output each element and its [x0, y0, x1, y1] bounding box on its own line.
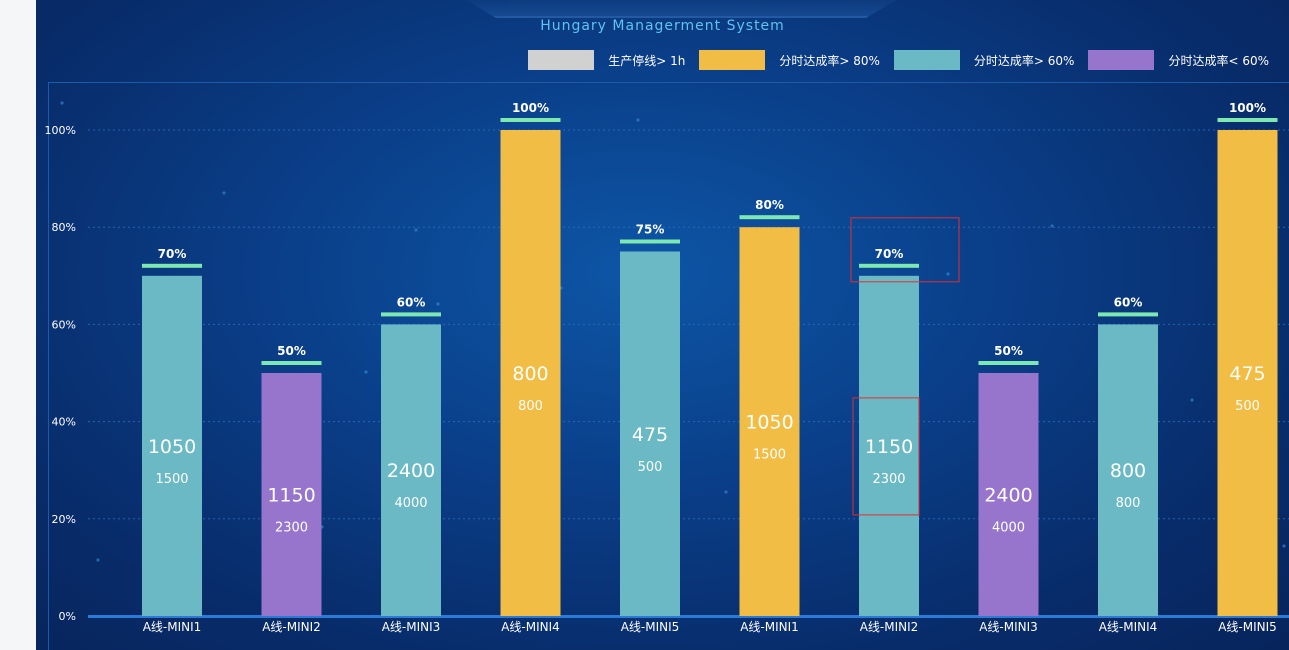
bar-3	[500, 130, 561, 616]
y-tick-label-20: 20%	[52, 513, 76, 526]
bar-target-label-1: 2300	[275, 521, 308, 536]
background-dot-14	[724, 490, 728, 494]
bar-actual-label-5: 1050	[745, 412, 793, 434]
background-dot-11	[1282, 544, 1286, 548]
bar-actual-label-6: 1150	[865, 436, 913, 458]
bar-7	[978, 373, 1039, 616]
y-tick-label-100: 100%	[45, 124, 76, 137]
bar-percent-label-8: 60%	[1114, 295, 1143, 309]
bar-percent-label-7: 50%	[994, 344, 1023, 358]
bar-cap-4	[620, 239, 680, 244]
bar-percent-label-1: 50%	[277, 344, 306, 358]
bar-5	[739, 227, 800, 616]
bar-target-label-0: 1500	[155, 472, 188, 487]
legend-swatch-line-stop	[528, 50, 595, 70]
bar-target-label-4: 500	[638, 460, 663, 475]
legend-swatch-rate-below-60	[1088, 50, 1155, 70]
legend-label-rate-above-60: 分时达成率> 60%	[973, 53, 1075, 68]
bar-percent-label-5: 80%	[755, 198, 784, 212]
legend: 生产停线> 1h 分时达成率> 80% 分时达成率> 60% 分时达成率< 60…	[514, 50, 1269, 70]
y-tick-label-40: 40%	[52, 416, 76, 429]
legend-item-line-stop[interactable]: 生产停线> 1h	[528, 50, 685, 70]
bar-actual-label-4: 475	[632, 424, 668, 446]
bar-cap-2	[381, 312, 441, 317]
bar-cap-9	[1217, 118, 1278, 122]
background-dot-17	[1190, 398, 1194, 402]
bar-actual-label-8: 800	[1110, 460, 1146, 482]
background-dot-18	[96, 558, 100, 562]
x-tick-label-6: A线-MINI2	[860, 620, 919, 634]
highlight-box-percent	[850, 217, 960, 283]
bar-cap-0	[142, 263, 202, 268]
bar-percent-label-0: 70%	[158, 247, 187, 261]
background-dot-5	[636, 118, 640, 122]
bar-target-label-9: 500	[1235, 399, 1260, 414]
bar-6	[859, 275, 919, 616]
bar-target-label-7: 4000	[992, 521, 1025, 536]
highlight-box-values	[852, 397, 920, 516]
bar-target-label-2: 4000	[394, 496, 427, 511]
legend-label-rate-below-60: 分时达成率< 60%	[1168, 53, 1269, 68]
bar-chart: 0% 20% 40% 60% 80% 100% 70% 1050 1500 A线-MINI1 50%…	[45, 101, 1289, 634]
x-tick-label-7: A线-MINI3	[979, 620, 1038, 634]
x-tick-label-4: A线-MINI5	[621, 620, 680, 634]
chart-frame	[48, 82, 1289, 650]
legend-swatch-rate-above-80	[699, 50, 766, 70]
bar-actual-label-3: 800	[512, 363, 548, 385]
bar-percent-label-4: 75%	[636, 223, 665, 237]
dashboard-panel: Hungary Managerment System 生产停线> 1h 分时达成…	[36, 0, 1289, 650]
bar-percent-label-9: 100%	[1229, 101, 1266, 115]
bar-0	[142, 275, 202, 616]
bar-target-label-6: 2300	[872, 472, 905, 487]
background-dot-8	[946, 272, 950, 276]
background-dot-0	[60, 101, 64, 105]
bar-percent-label-2: 60%	[397, 295, 426, 309]
bar-target-label-8: 800	[1116, 496, 1141, 511]
bar-percent-label-6: 70%	[875, 247, 904, 261]
bar-cap-1	[261, 361, 322, 365]
y-tick-label-0: 0%	[59, 610, 76, 623]
bar-actual-label-2: 2400	[387, 460, 435, 482]
bar-actual-label-9: 475	[1229, 363, 1265, 385]
bar-cap-6	[859, 263, 919, 268]
y-tick-label-80: 80%	[52, 221, 76, 234]
bar-actual-label-1: 1150	[267, 485, 315, 507]
bar-1	[261, 373, 322, 616]
legend-label-line-stop: 生产停线> 1h	[608, 53, 686, 68]
legend-item-rate-above-80[interactable]: 分时达成率> 80%	[699, 50, 880, 70]
chart-title: Hungary Managerment System	[540, 18, 785, 34]
bar-4	[620, 251, 680, 616]
background-dot-19	[414, 228, 418, 232]
x-tick-label-3: A线-MINI4	[501, 620, 560, 634]
x-tick-label-8: A线-MINI4	[1099, 620, 1158, 634]
bar-2	[381, 324, 441, 616]
legend-swatch-rate-above-60	[893, 50, 960, 70]
x-tick-label-9: A线-MINI5	[1218, 620, 1277, 634]
bar-target-label-5: 1500	[753, 448, 786, 463]
background-dot-9	[1050, 224, 1054, 228]
bar-cap-8	[1098, 312, 1158, 317]
x-tick-label-2: A线-MINI3	[382, 620, 441, 634]
x-tick-label-0: A线-MINI1	[143, 620, 202, 634]
bar-cap-7	[978, 361, 1039, 365]
bar-target-label-3: 800	[518, 399, 543, 414]
background-dot-1	[222, 191, 226, 195]
bar-cap-3	[500, 118, 561, 122]
bar-percent-label-3: 100%	[512, 101, 549, 115]
bar-actual-label-7: 2400	[984, 485, 1032, 507]
bar-9	[1217, 130, 1278, 616]
bar-actual-label-0: 1050	[148, 436, 196, 458]
legend-item-rate-above-60[interactable]: 分时达成率> 60%	[893, 50, 1075, 70]
y-tick-label-60: 60%	[52, 318, 76, 331]
bar-cap-5	[739, 215, 800, 220]
x-tick-label-1: A线-MINI2	[262, 620, 321, 634]
x-tick-label-5: A线-MINI1	[740, 620, 799, 634]
header-decoration	[466, 0, 896, 18]
bar-8	[1098, 324, 1158, 616]
legend-label-rate-above-80: 分时达成率> 80%	[779, 53, 880, 68]
background-dot-2	[364, 370, 368, 374]
background-dot-3	[436, 302, 440, 306]
legend-item-rate-below-60[interactable]: 分时达成率< 60%	[1088, 50, 1269, 70]
